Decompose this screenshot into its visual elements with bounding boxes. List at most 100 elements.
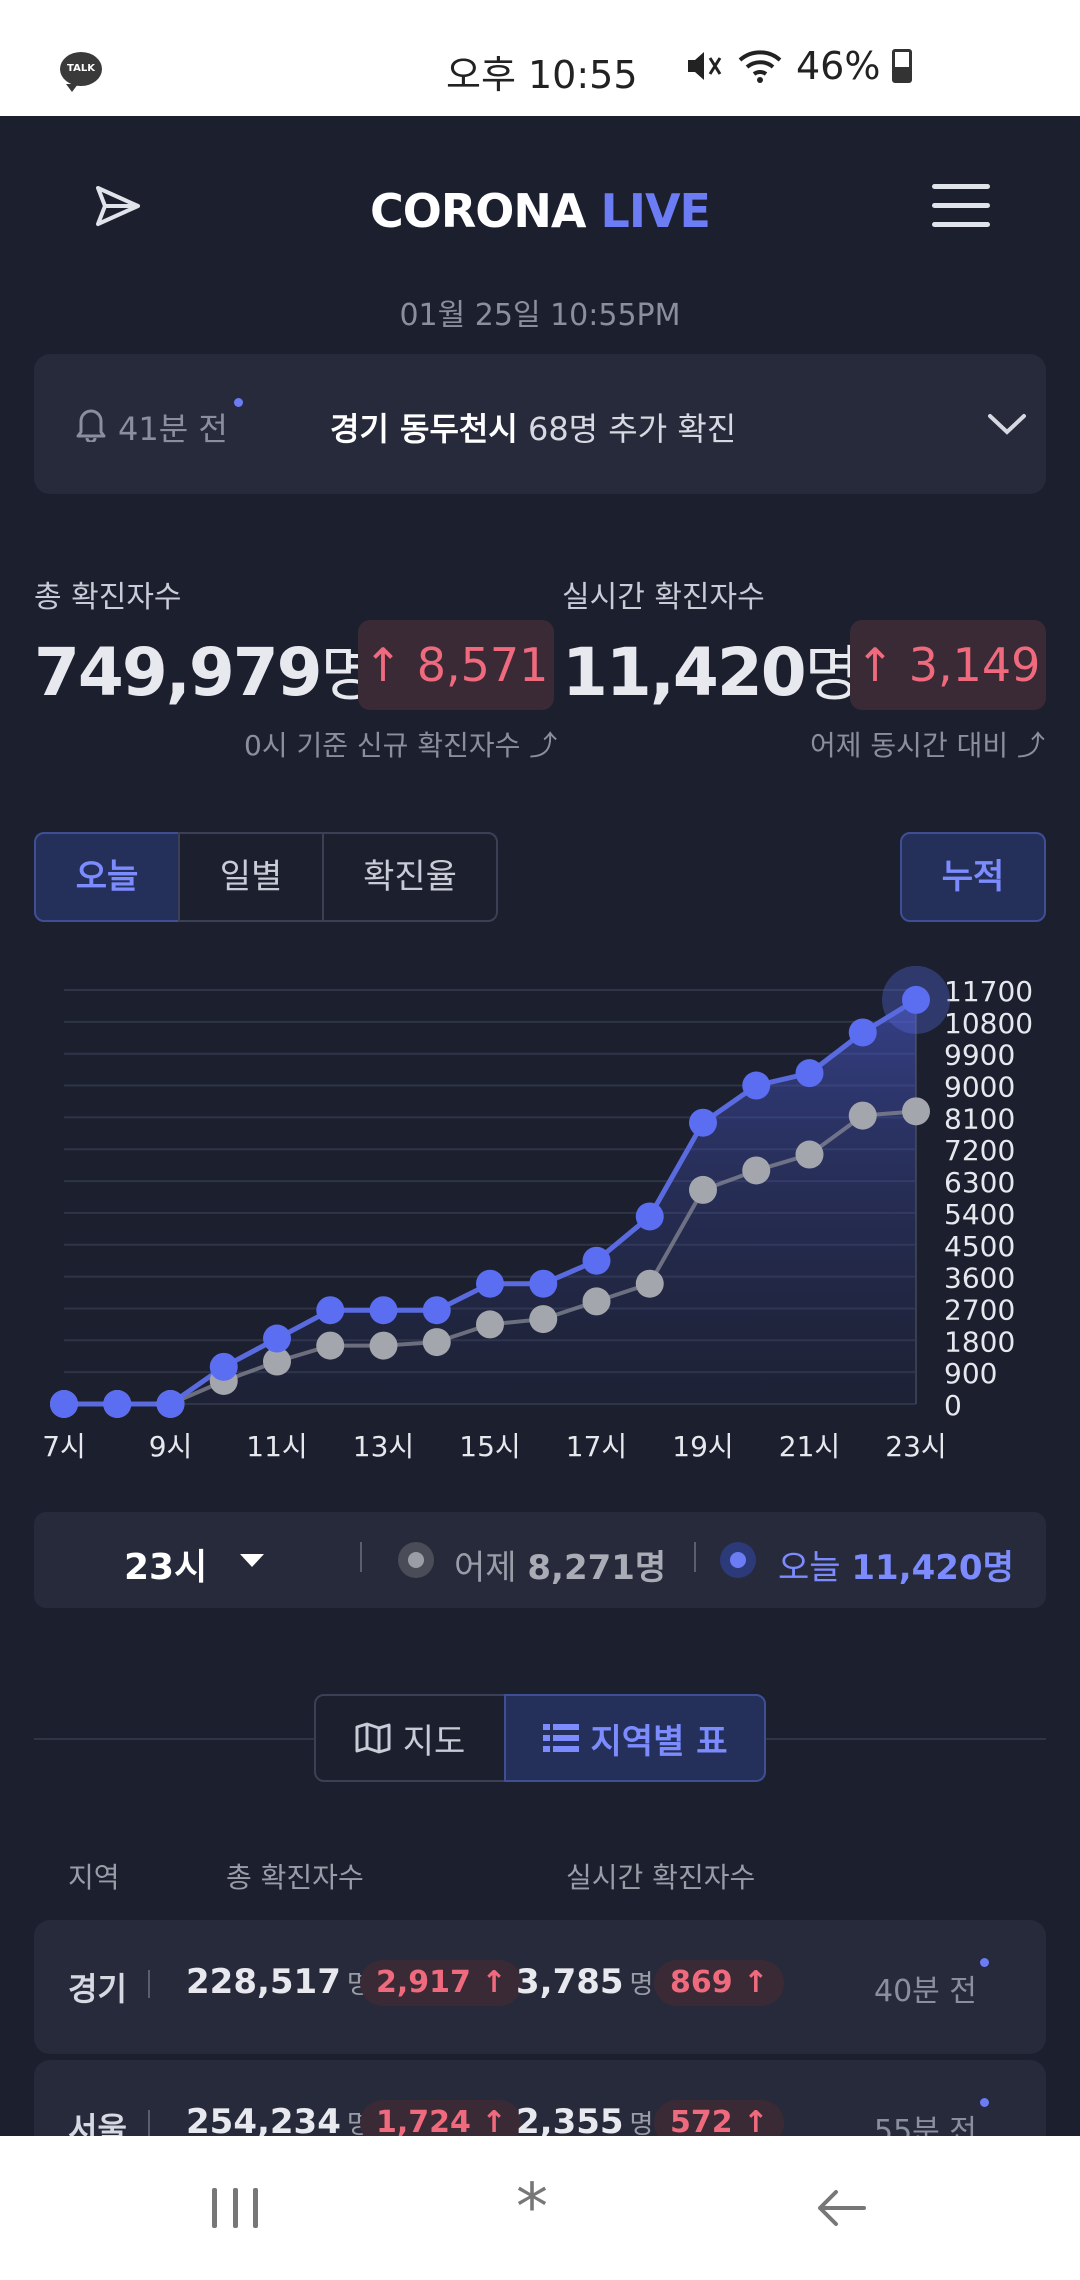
tab-today[interactable]: 오늘	[34, 832, 180, 922]
hour-selector-bar: 23시 어제 8,271명 오늘 11,420명	[34, 1512, 1046, 1608]
talk-label: TALK	[67, 63, 95, 74]
total-cases-value: 749,979명	[34, 634, 376, 711]
realtime-cases-note[interactable]: 어제 동시간 대비 ⤴	[810, 729, 1046, 762]
total-cases-delta: ↑ 8,571	[358, 620, 554, 710]
app-logo: CORONA LIVE	[0, 184, 1080, 238]
divider	[34, 1738, 316, 1740]
send-icon[interactable]	[94, 182, 142, 230]
today-point	[848, 1018, 877, 1047]
wifi-icon	[738, 50, 782, 83]
y-tick-label: 9900	[944, 1039, 1015, 1072]
realtime-cases-label: 실시간 확진자수	[562, 580, 765, 615]
battery-icon	[892, 49, 913, 83]
today-point	[582, 1246, 611, 1275]
x-tick-label: 11시	[246, 1430, 307, 1463]
row-new-dot	[980, 1958, 989, 1967]
y-tick-label: 7200	[944, 1134, 1015, 1167]
notice-message: 경기 동두천시 68명 추가 확진	[330, 404, 736, 450]
col-total-header: 총 확진자수	[226, 1861, 364, 1894]
x-tick-label: 15시	[459, 1430, 520, 1463]
yesterday-point	[689, 1175, 717, 1204]
notice-detail: 68명 추가 확진	[527, 410, 737, 448]
today-point	[795, 1059, 824, 1088]
today-point	[103, 1390, 132, 1418]
realtime-cases-value: 11,420명	[562, 634, 860, 711]
y-tick-label: 5400	[944, 1198, 1015, 1231]
x-tick-label: 13시	[353, 1430, 414, 1463]
separator	[360, 1542, 362, 1572]
y-tick-label: 900	[944, 1357, 997, 1390]
today-point	[476, 1269, 504, 1298]
bell-icon	[76, 409, 106, 442]
col-region-header: 지역	[68, 1861, 120, 1894]
chevron-down-icon[interactable]	[986, 408, 1028, 438]
realtime-cases-delta: ↑ 3,149	[850, 620, 1046, 710]
today-point	[263, 1324, 291, 1353]
today-point	[529, 1269, 558, 1298]
row-region: 경기	[68, 1970, 127, 2008]
row-realtime-delta: 869 ↑	[654, 1960, 785, 2006]
table-view-label: 지역별 표	[590, 1721, 728, 1762]
row-realtime: 3,785 명	[516, 1962, 654, 2002]
x-tick-label: 9시	[149, 1430, 193, 1463]
x-tick-label: 19시	[672, 1430, 733, 1463]
row-total-delta: 2,917 ↑	[360, 1960, 523, 2006]
today-point	[316, 1296, 345, 1325]
table-view-button[interactable]: 지역별 표	[504, 1694, 766, 1782]
today-area	[64, 999, 916, 1404]
today-point	[156, 1390, 185, 1418]
today-point	[689, 1108, 717, 1137]
chart-y-ticks: 1170010800990090008100720063005400450036…	[944, 975, 1033, 1422]
today-point	[209, 1352, 238, 1381]
separator	[148, 1970, 150, 1998]
brand-corona: CORONA	[370, 184, 586, 238]
today-point	[422, 1296, 451, 1325]
yesterday-point	[476, 1310, 504, 1339]
map-view-button[interactable]: 지도	[314, 1694, 506, 1782]
notice-new-dot	[234, 398, 243, 407]
home-icon[interactable]: *	[516, 2171, 548, 2245]
tab-rate[interactable]: 확진율	[322, 832, 498, 922]
menu-icon[interactable]	[932, 184, 990, 228]
row-new-dot	[980, 2098, 989, 2107]
update-datetime: 01월 25일 10:55PM	[399, 298, 681, 333]
recent-apps-icon[interactable]	[212, 2188, 258, 2228]
yesterday-point	[529, 1305, 558, 1334]
yesterday-point	[902, 1097, 930, 1126]
brand-live: LIVE	[600, 184, 711, 238]
yesterday-point	[742, 1156, 771, 1185]
caret-down-icon[interactable]	[240, 1554, 264, 1567]
yesterday-point	[263, 1347, 291, 1376]
yesterday-point	[316, 1331, 345, 1360]
total-cases-note[interactable]: 0시 기준 신규 확진자수 ⤴	[244, 729, 558, 762]
notice-time-ago: 41분 전	[118, 410, 228, 448]
yesterday-summary: 어제 8,271명	[454, 1548, 667, 1588]
battery-percent: 46%	[796, 44, 881, 88]
mute-icon	[688, 52, 722, 80]
y-tick-label: 4500	[944, 1230, 1015, 1263]
yesterday-point	[635, 1269, 664, 1298]
status-icons: 46%	[684, 44, 913, 88]
x-tick-label: 7시	[42, 1430, 86, 1463]
tab-daily[interactable]: 일별	[178, 832, 324, 922]
row-updated-ago: 40분 전	[874, 1974, 977, 2009]
tab-cumulative[interactable]: 누적	[900, 832, 1046, 922]
yesterday-point	[795, 1140, 824, 1169]
separator	[148, 2110, 150, 2138]
yesterday-point	[582, 1287, 611, 1316]
hourly-cases-chart: 1170010800990090008100720063005400450036…	[42, 965, 1033, 1463]
yesterday-point	[369, 1331, 398, 1360]
notice-location: 경기 동두천시	[330, 410, 518, 448]
row-total: 228,517 명	[186, 1962, 371, 2002]
live-notice-banner[interactable]: 41분 전 경기 동두천시 68명 추가 확진	[34, 354, 1046, 494]
today-point	[742, 1071, 771, 1100]
yesterday-point	[422, 1328, 451, 1357]
y-tick-label: 10800	[944, 1007, 1033, 1040]
table-row[interactable]: 경기 228,517 명 2,917 ↑ 3,785 명 869 ↑ 40분 전	[34, 1920, 1046, 2054]
map-view-label: 지도	[402, 1721, 466, 1762]
selected-hour[interactable]: 23시	[124, 1547, 208, 1588]
y-tick-label: 2700	[944, 1293, 1015, 1326]
x-tick-label: 23시	[885, 1430, 946, 1463]
today-points	[50, 965, 950, 1418]
back-arrow-icon[interactable]	[816, 2186, 868, 2230]
